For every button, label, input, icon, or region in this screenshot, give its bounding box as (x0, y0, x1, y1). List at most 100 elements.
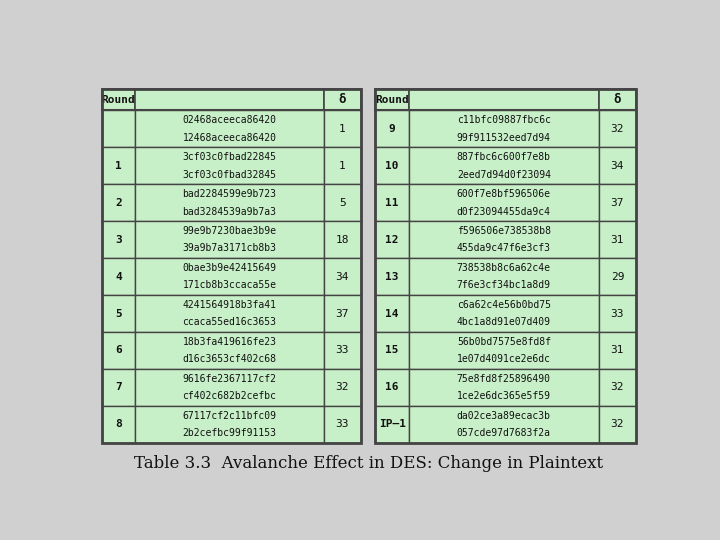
Bar (598, 184, 636, 221)
Text: 5: 5 (115, 308, 122, 319)
Text: 31: 31 (611, 234, 624, 245)
Bar (102, 406, 135, 443)
Bar (598, 332, 636, 369)
Text: 39a9b7a3171cb8b3: 39a9b7a3171cb8b3 (182, 244, 276, 253)
Text: 99e9b7230bae3b9e: 99e9b7230bae3b9e (182, 226, 276, 236)
Text: 16: 16 (385, 382, 399, 393)
Bar (135, 258, 323, 295)
Bar (323, 90, 361, 110)
Bar (102, 258, 135, 295)
Text: 56b0bd7575e8fd8f: 56b0bd7575e8fd8f (456, 336, 551, 347)
Text: 29: 29 (611, 272, 624, 281)
Bar (323, 110, 361, 147)
Bar (135, 406, 323, 443)
Text: 34: 34 (336, 272, 349, 281)
Bar (375, 147, 409, 184)
Bar (598, 221, 636, 258)
Text: c6a62c4e56b0bd75: c6a62c4e56b0bd75 (456, 300, 551, 309)
Bar (409, 332, 598, 369)
Text: cf402c682b2cefbc: cf402c682b2cefbc (182, 392, 276, 401)
Text: 12: 12 (385, 234, 399, 245)
Text: 1e07d4091ce2e6dc: 1e07d4091ce2e6dc (456, 354, 551, 364)
Bar (409, 110, 598, 147)
Text: ccaca55ed16c3653: ccaca55ed16c3653 (182, 318, 276, 327)
Bar (102, 90, 361, 443)
Text: 057cde97d7683f2a: 057cde97d7683f2a (456, 428, 551, 438)
Text: 1ce2e6dc365e5f59: 1ce2e6dc365e5f59 (456, 392, 551, 401)
Bar (375, 90, 409, 110)
Bar (598, 406, 636, 443)
Bar (375, 369, 409, 406)
Bar (323, 295, 361, 332)
Text: 18b3fa419616fe23: 18b3fa419616fe23 (182, 336, 276, 347)
Text: 15: 15 (385, 346, 399, 355)
Text: 37: 37 (611, 198, 624, 207)
Bar (102, 184, 135, 221)
Text: c11bfc09887fbc6c: c11bfc09887fbc6c (456, 115, 551, 125)
Bar (135, 332, 323, 369)
Text: 738538b8c6a62c4e: 738538b8c6a62c4e (456, 262, 551, 273)
Text: d16c3653cf402c68: d16c3653cf402c68 (182, 354, 276, 364)
Text: 32: 32 (336, 382, 349, 393)
Text: 0bae3b9e42415649: 0bae3b9e42415649 (182, 262, 276, 273)
Bar (375, 258, 409, 295)
Text: 14: 14 (385, 308, 399, 319)
Text: 6: 6 (115, 346, 122, 355)
Text: Round: Round (102, 95, 135, 105)
Text: 34: 34 (611, 161, 624, 171)
Bar (323, 147, 361, 184)
Bar (102, 369, 135, 406)
Text: 13: 13 (385, 272, 399, 281)
Text: 99f911532eed7d94: 99f911532eed7d94 (456, 133, 551, 143)
Text: 2b2cefbc99f91153: 2b2cefbc99f91153 (182, 428, 276, 438)
Text: 33: 33 (336, 420, 349, 429)
Bar (323, 332, 361, 369)
Text: 4241564918b3fa41: 4241564918b3fa41 (182, 300, 276, 309)
Text: 7: 7 (115, 382, 122, 393)
Bar (375, 184, 409, 221)
Bar (323, 406, 361, 443)
Bar (375, 332, 409, 369)
Text: 02468aceeca86420: 02468aceeca86420 (182, 115, 276, 125)
Bar (598, 295, 636, 332)
Bar (409, 295, 598, 332)
Text: bad3284539a9b7a3: bad3284539a9b7a3 (182, 206, 276, 217)
Text: 5: 5 (339, 198, 346, 207)
Bar (135, 90, 323, 110)
Text: 455da9c47f6e3cf3: 455da9c47f6e3cf3 (456, 244, 551, 253)
Text: 600f7e8bf596506e: 600f7e8bf596506e (456, 189, 551, 199)
Text: 75e8fd8f25896490: 75e8fd8f25896490 (456, 374, 551, 383)
Bar (323, 258, 361, 295)
Text: da02ce3a89ecac3b: da02ce3a89ecac3b (456, 410, 551, 421)
Bar (375, 110, 409, 147)
Bar (102, 295, 135, 332)
Bar (375, 406, 409, 443)
Bar (598, 90, 636, 110)
Bar (409, 90, 598, 110)
Text: 887fbc6c600f7e8b: 887fbc6c600f7e8b (456, 152, 551, 162)
Bar (409, 147, 598, 184)
Text: Table 3.3  Avalanche Effect in DES: Change in Plaintext: Table 3.3 Avalanche Effect in DES: Chang… (135, 455, 603, 472)
Bar (102, 110, 135, 147)
Text: d0f23094455da9c4: d0f23094455da9c4 (456, 206, 551, 217)
Bar (409, 184, 598, 221)
Text: 32: 32 (611, 420, 624, 429)
Bar (375, 90, 636, 443)
Text: 1: 1 (339, 161, 346, 171)
Text: 11: 11 (385, 198, 399, 207)
Text: δ: δ (613, 93, 621, 106)
Bar (102, 221, 135, 258)
Text: 10: 10 (385, 161, 399, 171)
Text: 9616fe2367117cf2: 9616fe2367117cf2 (182, 374, 276, 383)
Bar (323, 369, 361, 406)
Bar (598, 258, 636, 295)
Text: 12468aceeca86420: 12468aceeca86420 (182, 133, 276, 143)
Text: 31: 31 (611, 346, 624, 355)
Text: 2eed7d94d0f23094: 2eed7d94d0f23094 (456, 170, 551, 179)
Text: 7f6e3cf34bc1a8d9: 7f6e3cf34bc1a8d9 (456, 280, 551, 291)
Text: 37: 37 (336, 308, 349, 319)
Text: δ: δ (338, 93, 346, 106)
Bar (375, 221, 409, 258)
Bar (135, 147, 323, 184)
Text: 3cf03c0fbad32845: 3cf03c0fbad32845 (182, 170, 276, 179)
